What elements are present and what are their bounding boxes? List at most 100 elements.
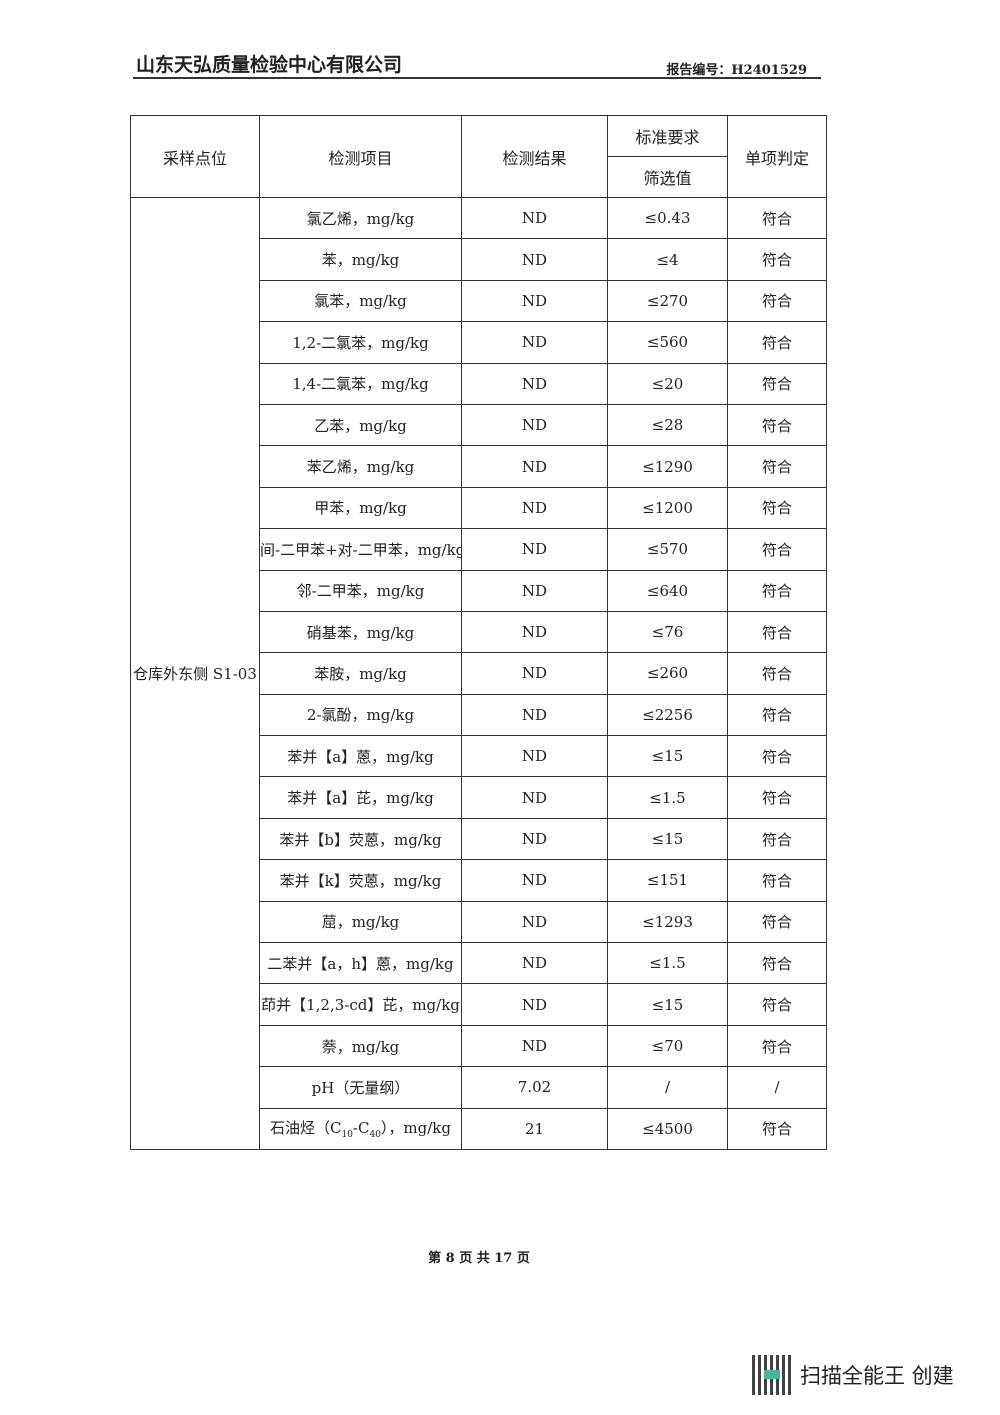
item-text: ），mg/kg [380, 1119, 451, 1138]
screening-limit: ≤20 [607, 362, 728, 405]
screening-limit: ≤560 [607, 321, 728, 364]
scanner-watermark: 扫描全能王 创建 [752, 1355, 954, 1395]
test-item: 1,4-二氯苯，mg/kg [259, 362, 462, 405]
judgement: 符合 [727, 610, 827, 654]
table-row: 二苯并【a，h】蒽，mg/kg ND ≤1.5 符合 [131, 942, 827, 985]
qr-code-icon [752, 1355, 792, 1395]
test-result: ND [461, 983, 608, 1026]
test-result: ND [461, 238, 608, 281]
test-item: 石油烃（C10-C40），mg/kg [259, 1107, 462, 1150]
table-row: 氯苯，mg/kg ND ≤270 符合 [131, 279, 827, 323]
screening-limit: ≤2256 [607, 693, 728, 737]
test-result: ND [461, 445, 608, 488]
screening-limit: ≤1.5 [607, 942, 728, 985]
test-result: ND [461, 279, 608, 323]
judgement: 符合 [727, 942, 827, 985]
header-standard: 标准要求 [607, 115, 728, 157]
screening-limit: ≤1293 [607, 900, 728, 944]
test-result: ND [461, 362, 608, 405]
table-row: 2-氯酚，mg/kg ND ≤2256 符合 [131, 693, 827, 737]
test-result: ND [461, 942, 608, 985]
judgement: 符合 [727, 321, 827, 364]
judgement: 符合 [727, 569, 827, 612]
test-result: ND [461, 900, 608, 944]
test-item: 氯乙烯，mg/kg [259, 196, 462, 240]
subscript: 40 [369, 1130, 381, 1141]
header-result: 检测结果 [461, 115, 608, 198]
screening-limit: ≤1.5 [607, 776, 728, 819]
judgement: 符合 [727, 652, 827, 695]
test-item: 苯并【a】蒽，mg/kg [259, 735, 462, 778]
test-item: 2-氯酚，mg/kg [259, 693, 462, 737]
test-item: 苯并【b】荧蒽，mg/kg [259, 817, 462, 861]
judgement: 符合 [727, 776, 827, 819]
test-item: 间-二甲苯+对-二甲苯，mg/kg [259, 528, 462, 571]
header-item: 检测项目 [259, 115, 462, 198]
test-result: 7.02 [461, 1066, 608, 1109]
subscript: 10 [341, 1130, 353, 1141]
table-row: 萘，mg/kg ND ≤70 符合 [131, 1024, 827, 1068]
test-item: 甲苯，mg/kg [259, 486, 462, 530]
test-item: 苯并【a】芘，mg/kg [259, 776, 462, 819]
report-number: 报告编号：H2401529 [666, 63, 807, 78]
screening-limit: ≤270 [607, 279, 728, 323]
test-result: ND [461, 196, 608, 240]
screening-limit: ≤15 [607, 817, 728, 861]
header-site: 采样点位 [130, 115, 260, 198]
item-text: 石油烃（C [269, 1119, 342, 1138]
table-row: 苯并【k】荧蒽，mg/kg ND ≤151 符合 [131, 859, 827, 902]
screening-limit: ≤0.43 [607, 196, 728, 240]
test-item: 氯苯，mg/kg [259, 279, 462, 323]
watermark-text: 扫描全能王 创建 [800, 1364, 954, 1388]
screening-limit: ≤15 [607, 735, 728, 778]
screening-limit: / [607, 1066, 728, 1109]
test-result: ND [461, 1024, 608, 1068]
judgement: 符合 [727, 238, 827, 281]
test-item: 硝基苯，mg/kg [259, 610, 462, 654]
test-result: ND [461, 403, 608, 447]
header-screening: 筛选值 [607, 156, 728, 198]
item-text: -C [352, 1119, 370, 1138]
test-item: 䓛，mg/kg [259, 900, 462, 944]
table-row: 间-二甲苯+对-二甲苯，mg/kg ND ≤570 符合 [131, 528, 827, 571]
test-item: pH（无量纲） [259, 1066, 462, 1109]
table-row: 苯并【a】芘，mg/kg ND ≤1.5 符合 [131, 776, 827, 819]
screening-limit: ≤70 [607, 1024, 728, 1068]
test-item: 苯乙烯，mg/kg [259, 445, 462, 488]
table-row: 石油烃（C10-C40），mg/kg 21 ≤4500 符合 [131, 1107, 827, 1150]
test-item: 苯胺，mg/kg [259, 652, 462, 695]
test-item: 茚并【1,2,3-cd】芘，mg/kg [259, 983, 462, 1026]
judgement: 符合 [727, 196, 827, 240]
test-result: ND [461, 569, 608, 612]
table-row: 乙苯，mg/kg ND ≤28 符合 [131, 403, 827, 447]
table-row: 苯并【b】荧蒽，mg/kg ND ≤15 符合 [131, 817, 827, 861]
judgement: 符合 [727, 528, 827, 571]
table-row: 苯并【a】蒽，mg/kg ND ≤15 符合 [131, 735, 827, 778]
test-result: ND [461, 610, 608, 654]
screening-limit: ≤76 [607, 610, 728, 654]
screening-limit: ≤640 [607, 569, 728, 612]
judgement: 符合 [727, 1107, 827, 1150]
table-row: 苯乙烯，mg/kg ND ≤1290 符合 [131, 445, 827, 488]
test-result: ND [461, 735, 608, 778]
screening-limit: ≤4500 [607, 1107, 728, 1150]
test-item: 苯，mg/kg [259, 238, 462, 281]
test-result: ND [461, 817, 608, 861]
table-row: 仓库外东侧 S1-03 氯乙烯，mg/kg ND ≤0.43 符合 [130, 196, 827, 1150]
screening-limit: ≤570 [607, 528, 728, 571]
screening-limit: ≤4 [607, 238, 728, 281]
sampling-site: 仓库外东侧 S1-03 [130, 197, 260, 1150]
screening-limit: ≤1290 [607, 445, 728, 488]
judgement: 符合 [727, 817, 827, 861]
screening-limit: ≤15 [607, 983, 728, 1026]
test-result: ND [461, 321, 608, 364]
page-number: 第 8 页 共 17 页 [428, 1251, 530, 1266]
judgement: 符合 [727, 983, 827, 1026]
test-result: ND [461, 693, 608, 737]
test-result: ND [461, 486, 608, 530]
judgement: 符合 [727, 445, 827, 488]
results-table: 采样点位 检测项目 检测结果 标准要求 单项判定 筛选值 仓库外东侧 S1-03… [130, 115, 827, 1150]
table-row: 苯，mg/kg ND ≤4 符合 [131, 238, 827, 281]
header-divider [133, 77, 821, 79]
